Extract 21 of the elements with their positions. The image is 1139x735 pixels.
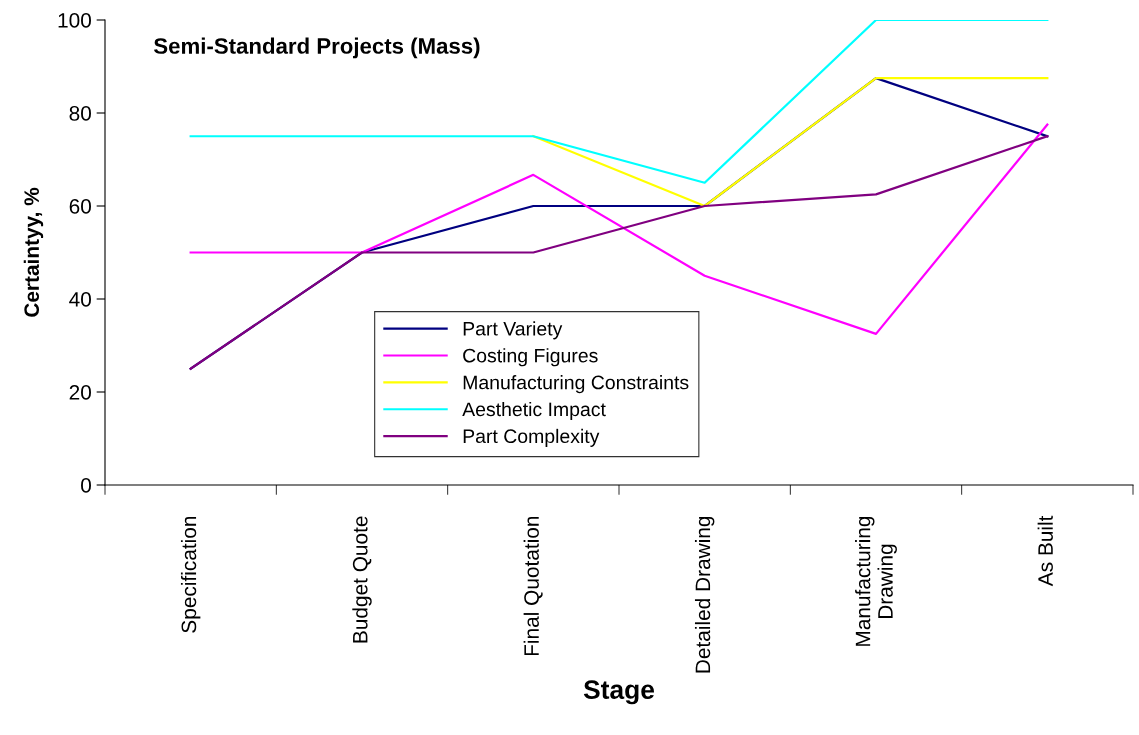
x-tick-label: Specification	[180, 516, 201, 633]
x-tick-label: Manufacturing Drawing	[855, 516, 897, 646]
y-tick-label: 80	[69, 106, 91, 121]
y-tick-label: 20	[69, 385, 91, 400]
x-tick-label: As Built	[1037, 515, 1053, 587]
x-tick-label: Budget Quote	[352, 516, 372, 643]
x-axis-title: Stage	[583, 680, 655, 705]
y-tick-label: 40	[69, 292, 91, 307]
y-tick-label: 0	[81, 478, 91, 493]
y-axis-title: Certaintyy, %	[23, 187, 44, 317]
legend-label: Part Complexity	[463, 428, 600, 447]
legend-label: Costing Figures	[463, 348, 598, 367]
legend-label: Manufacturing Constraints	[463, 375, 689, 394]
x-tick-label: Final Quotation	[523, 516, 543, 656]
line-series	[189, 135, 1049, 370]
y-tick-label: 100	[58, 13, 91, 28]
legend-label: Aesthetic Impact	[462, 401, 606, 421]
x-tick-label: Detailed Drawing	[694, 516, 715, 673]
y-tick-label: 60	[69, 199, 91, 214]
legend-label: Part Variety	[463, 321, 563, 340]
text: Semi-Standard Projects (Mass)	[153, 37, 480, 59]
